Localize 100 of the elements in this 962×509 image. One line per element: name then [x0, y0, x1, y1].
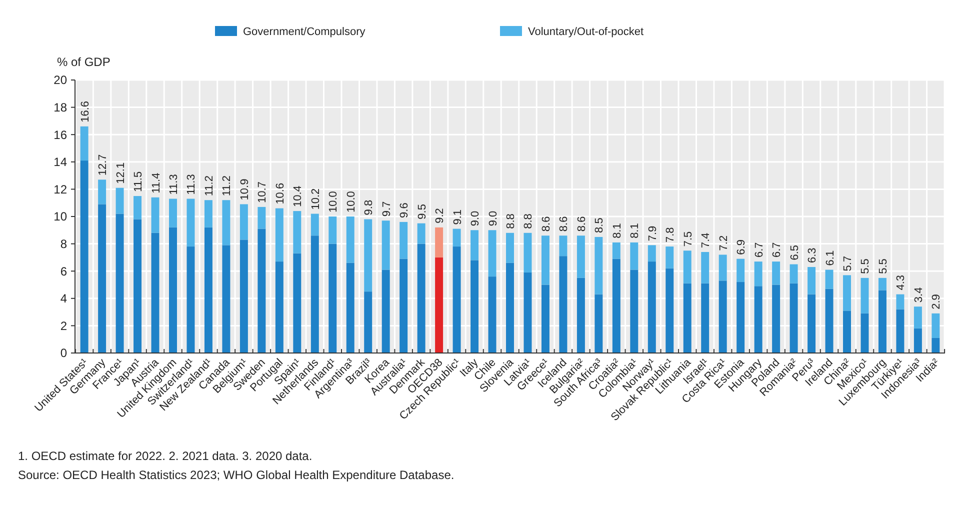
bar	[648, 262, 656, 353]
bar	[134, 219, 142, 353]
total-label: 5.5	[860, 258, 872, 274]
bar	[98, 204, 106, 353]
total-label: 7.2	[718, 235, 730, 251]
bar	[275, 262, 284, 353]
bar	[151, 197, 160, 233]
total-label: 10.2	[310, 188, 322, 210]
bar	[932, 313, 940, 338]
total-label: 12.1	[114, 162, 127, 184]
total-label: 5.5	[877, 258, 890, 274]
bar	[506, 232, 514, 263]
bar	[860, 313, 869, 353]
bar	[346, 262, 354, 353]
bar	[630, 242, 638, 270]
total-label: 5.7	[842, 256, 854, 272]
bar	[346, 216, 354, 263]
y-tick-label: 4	[60, 292, 68, 306]
bar	[80, 126, 88, 161]
bar	[258, 228, 266, 353]
total-label: 11.3	[168, 174, 180, 195]
total-label: 10.4	[292, 186, 304, 208]
bar	[736, 258, 745, 282]
total-label: 3.4	[912, 287, 925, 303]
bar	[878, 278, 886, 290]
total-label: 9.2	[434, 208, 446, 224]
total-label: 8.8	[505, 214, 517, 229]
bar	[240, 204, 248, 240]
total-label: 8.8	[522, 214, 535, 229]
y-tick-label: 10	[54, 210, 68, 224]
total-label: 6.7	[771, 242, 784, 258]
y-tick-label: 20	[54, 73, 68, 88]
total-label: 8.1	[611, 223, 624, 238]
total-label: 8.1	[629, 223, 642, 238]
bar	[648, 245, 656, 262]
bar	[400, 222, 408, 259]
bar	[576, 236, 585, 278]
bar	[772, 262, 780, 285]
bar	[896, 309, 904, 353]
bar	[808, 267, 816, 294]
bar	[488, 230, 496, 277]
total-label: 9.0	[470, 210, 482, 226]
bar	[701, 283, 710, 353]
bar	[666, 268, 674, 353]
bar	[204, 200, 212, 228]
bar	[98, 180, 106, 204]
total-label: 9.7	[380, 201, 393, 217]
bar	[293, 211, 302, 254]
bar	[364, 292, 372, 353]
bar	[186, 246, 195, 353]
bar	[488, 276, 496, 353]
bar	[134, 196, 142, 220]
bar	[506, 262, 514, 353]
bar	[169, 227, 177, 353]
bar	[754, 262, 762, 286]
bar	[896, 294, 904, 310]
bar	[524, 232, 532, 272]
total-label: 10.0	[328, 191, 340, 212]
y-axis-title: % of GDP	[57, 55, 110, 69]
y-tick-label: 0	[60, 346, 68, 360]
total-label: 11.4	[150, 172, 162, 194]
total-label: 10.7	[256, 182, 269, 203]
bar	[576, 278, 585, 353]
bar	[400, 258, 408, 353]
y-tick-label: 8	[60, 237, 68, 251]
bar	[541, 236, 550, 285]
total-label: 7.5	[682, 231, 694, 247]
total-label: 6.1	[824, 250, 836, 266]
total-label: 7.4	[700, 232, 712, 248]
total-label: 10.6	[274, 182, 286, 204]
bar	[186, 198, 195, 247]
bar	[452, 246, 461, 353]
total-label: 6.5	[788, 244, 801, 260]
bar	[116, 214, 124, 353]
bar	[932, 338, 940, 353]
bar	[151, 232, 160, 353]
legend-label: Government/Compulsory	[243, 26, 366, 38]
bar	[878, 290, 886, 353]
bar	[683, 250, 692, 284]
bar	[594, 294, 603, 353]
total-label: 9.8	[363, 200, 376, 216]
bar	[328, 244, 337, 353]
bar	[843, 310, 851, 353]
bar	[258, 206, 266, 229]
y-tick-label: 12	[54, 182, 68, 196]
bar	[204, 227, 212, 353]
bar	[417, 244, 426, 353]
total-label: 10.0	[345, 191, 358, 212]
bar	[275, 208, 284, 262]
bar	[470, 230, 479, 260]
total-label: 8.6	[540, 216, 552, 232]
bar	[790, 264, 798, 284]
total-label: 11.2	[221, 176, 234, 196]
bar	[612, 258, 620, 353]
bar	[364, 219, 372, 292]
total-label: 6.9	[736, 240, 748, 255]
bar	[435, 257, 444, 353]
y-tick-label: 16	[54, 128, 68, 142]
bar	[701, 252, 710, 284]
total-label: 16.6	[79, 100, 92, 122]
